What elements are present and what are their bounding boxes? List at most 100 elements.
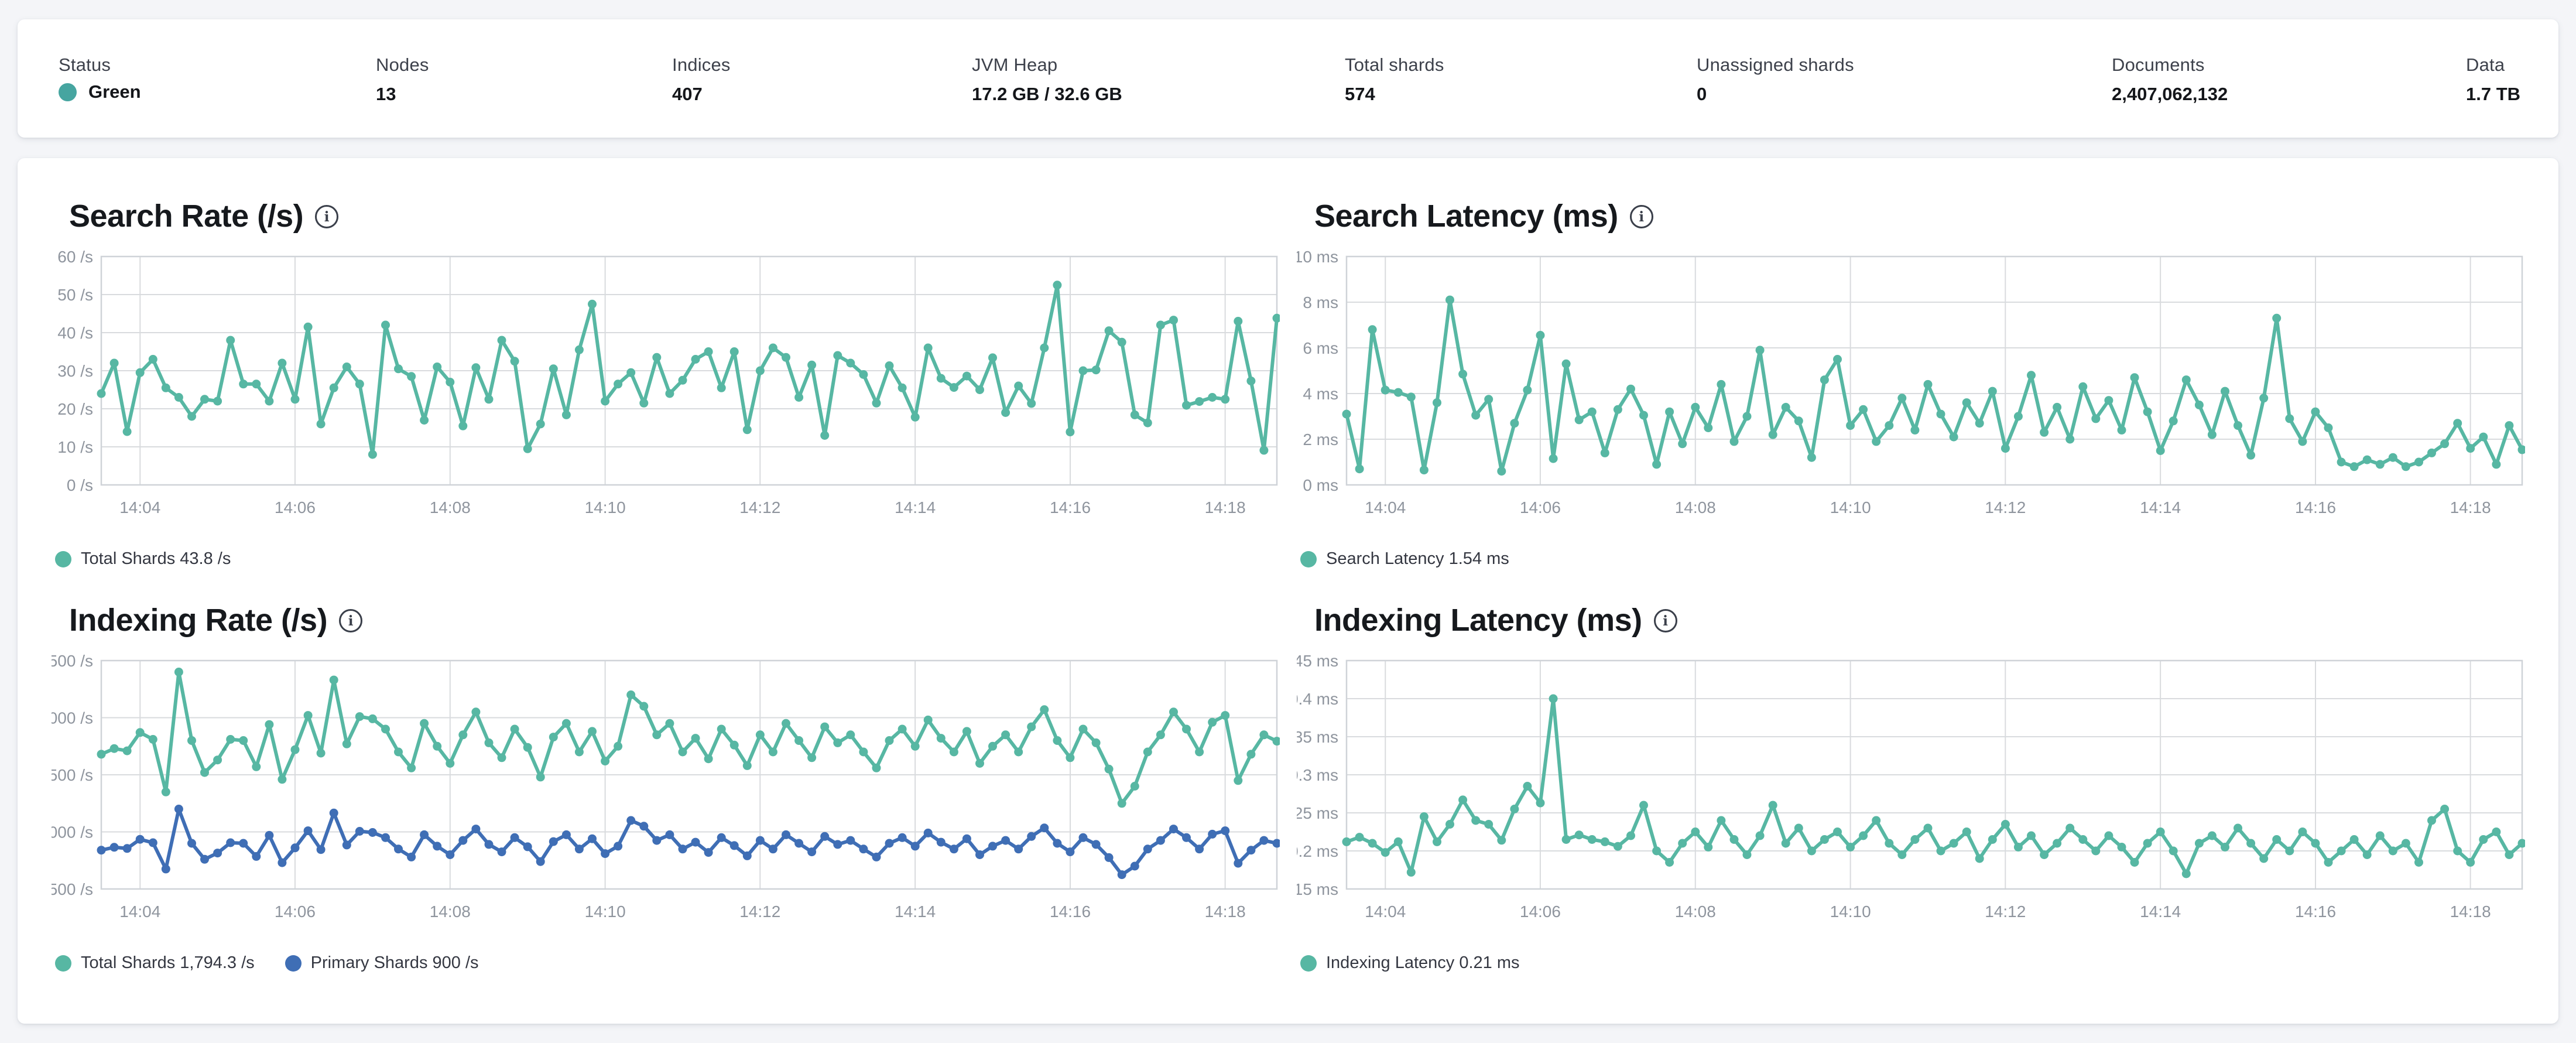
stat-jvm-heap: JVM Heap 17.2 GB / 32.6 GB: [972, 54, 1122, 105]
svg-text:14:04: 14:04: [119, 498, 160, 517]
stat-total-shards-value: 574: [1345, 84, 1375, 104]
stat-data-value: 1.7 TB: [2466, 84, 2521, 104]
svg-text:14:16: 14:16: [1050, 902, 1091, 921]
svg-text:0.35 ms: 0.35 ms: [1297, 728, 1338, 746]
indexing-rate-title: Indexing Rate (/s): [69, 603, 328, 638]
svg-text:14:16: 14:16: [2295, 902, 2336, 921]
stat-data-label: Data: [2466, 54, 2505, 75]
svg-text:14:14: 14:14: [2140, 902, 2181, 921]
svg-text:500 /s: 500 /s: [52, 880, 93, 898]
svg-text:14:18: 14:18: [1205, 902, 1246, 921]
svg-text:0.4 ms: 0.4 ms: [1297, 690, 1338, 708]
stat-jvm-heap-label: JVM Heap: [972, 54, 1058, 75]
svg-text:14:14: 14:14: [2140, 498, 2181, 517]
svg-text:2,500 /s: 2,500 /s: [52, 652, 93, 670]
stat-documents-label: Documents: [2112, 54, 2205, 75]
info-icon[interactable]: i: [339, 609, 363, 632]
stat-indices-label: Indices: [672, 54, 731, 75]
legend-dot-icon: [1300, 550, 1317, 567]
stat-unassigned-shards-label: Unassigned shards: [1697, 54, 1854, 75]
svg-text:20 /s: 20 /s: [57, 400, 93, 418]
search-rate-legend: Total Shards 43.8 /s: [55, 549, 1280, 569]
stat-unassigned-shards-value: 0: [1697, 84, 1707, 104]
svg-text:14:14: 14:14: [895, 902, 936, 921]
svg-text:0.25 ms: 0.25 ms: [1297, 804, 1338, 822]
legend-dot-icon: [55, 955, 71, 972]
svg-text:30 /s: 30 /s: [57, 362, 93, 380]
info-icon[interactable]: i: [1653, 609, 1677, 632]
info-icon[interactable]: i: [315, 205, 339, 228]
indexing-rate-chart[interactable]: 500 /s 1,000 /s 1,500 /s 2,000 /s 2,500 /s 14…: [52, 650, 1280, 943]
stat-data: Data 1.7 TB: [2466, 54, 2520, 105]
svg-text:14:04: 14:04: [119, 902, 160, 921]
svg-text:14:06: 14:06: [1520, 902, 1561, 921]
svg-text:14:18: 14:18: [1205, 498, 1246, 517]
legend-dot-icon: [285, 955, 302, 972]
legend-dot-icon: [1300, 955, 1317, 972]
stat-nodes: Nodes 13: [376, 54, 429, 105]
svg-text:14:08: 14:08: [1675, 902, 1716, 921]
svg-text:14:16: 14:16: [2295, 498, 2336, 517]
legend-dot-icon: [55, 550, 71, 567]
search-latency-title: Search Latency (ms): [1314, 199, 1618, 234]
svg-text:50 /s: 50 /s: [57, 286, 93, 304]
svg-text:1,000 /s: 1,000 /s: [52, 823, 93, 842]
legend-item[interactable]: Total Shards 43.8 /s: [55, 549, 231, 569]
svg-text:60 /s: 60 /s: [57, 248, 93, 266]
svg-text:14:10: 14:10: [585, 902, 626, 921]
search-rate-title: Search Rate (/s): [69, 199, 304, 234]
stat-documents-value: 2,407,062,132: [2112, 84, 2228, 104]
legend-label: Primary Shards 900 /s: [310, 953, 479, 972]
legend-label: Total Shards 43.8 /s: [81, 549, 231, 568]
svg-text:14:10: 14:10: [1830, 498, 1871, 517]
svg-text:2,000 /s: 2,000 /s: [52, 709, 93, 727]
svg-text:14:06: 14:06: [275, 498, 316, 517]
indexing-latency-chart-block: Indexing Latency (ms) i 0.15 ms 0.2 ms 0.2…: [1297, 602, 2525, 973]
svg-text:8 ms: 8 ms: [1303, 293, 1338, 312]
stat-total-shards: Total shards 574: [1345, 54, 1444, 105]
stat-documents: Documents 2,407,062,132: [2112, 54, 2228, 105]
indexing-latency-title: Indexing Latency (ms): [1314, 603, 1642, 638]
info-icon[interactable]: i: [1629, 205, 1653, 228]
legend-item[interactable]: Search Latency 1.54 ms: [1300, 549, 1509, 569]
stat-total-shards-label: Total shards: [1345, 54, 1444, 75]
svg-text:14:04: 14:04: [1365, 902, 1406, 921]
svg-text:0.3 ms: 0.3 ms: [1297, 766, 1338, 784]
stat-jvm-heap-value: 17.2 GB / 32.6 GB: [972, 84, 1122, 104]
search-latency-legend: Search Latency 1.54 ms: [1300, 549, 2525, 569]
legend-item[interactable]: Indexing Latency 0.21 ms: [1300, 953, 1519, 973]
svg-text:2 ms: 2 ms: [1303, 430, 1338, 449]
svg-text:40 /s: 40 /s: [57, 324, 93, 342]
indexing-latency-chart[interactable]: 0.15 ms 0.2 ms 0.25 ms 0.3 ms 0.35 ms 0.4 ms 0…: [1297, 650, 2525, 943]
legend-label: Total Shards 1,794.3 /s: [81, 953, 255, 972]
svg-text:14:12: 14:12: [739, 902, 780, 921]
search-rate-chart[interactable]: 0 /s 10 /s 20 /s 30 /s 40 /s 50 /s 60 /s 14:04 1…: [52, 246, 1280, 539]
metrics-charts-panel: Search Rate (/s) i 0 /s 10 /s 20 /s 30 /s 40…: [18, 158, 2558, 1024]
svg-text:10 ms: 10 ms: [1297, 248, 1338, 266]
svg-text:14:08: 14:08: [430, 902, 471, 921]
svg-text:14:12: 14:12: [739, 498, 780, 517]
svg-text:14:12: 14:12: [1985, 498, 2026, 517]
indexing-rate-legend: Total Shards 1,794.3 /s Primary Shards 90…: [55, 953, 1280, 973]
svg-text:0 /s: 0 /s: [67, 476, 93, 494]
stat-status-label: Status: [59, 54, 111, 75]
svg-text:14:06: 14:06: [1520, 498, 1561, 517]
stat-status-value: Green: [88, 81, 141, 102]
indexing-rate-chart-block: Indexing Rate (/s) i 500 /s 1,000 /s 1,500…: [52, 602, 1280, 973]
stat-indices-value: 407: [672, 84, 703, 104]
svg-text:1,500 /s: 1,500 /s: [52, 766, 93, 784]
stat-indices: Indices 407: [672, 54, 731, 105]
stat-unassigned-shards: Unassigned shards 0: [1697, 54, 1854, 105]
legend-item[interactable]: Total Shards 1,794.3 /s: [55, 953, 255, 973]
legend-item[interactable]: Primary Shards 900 /s: [285, 953, 479, 973]
svg-text:4 ms: 4 ms: [1303, 385, 1338, 403]
search-latency-chart[interactable]: 0 ms 2 ms 4 ms 6 ms 8 ms 10 ms 14:04 14:06 14:08…: [1297, 246, 2525, 539]
svg-text:14:14: 14:14: [895, 498, 936, 517]
svg-text:14:18: 14:18: [2450, 498, 2491, 517]
svg-text:14:06: 14:06: [275, 902, 316, 921]
legend-label: Indexing Latency 0.21 ms: [1326, 953, 1520, 972]
svg-text:14:16: 14:16: [1050, 498, 1091, 517]
search-latency-chart-block: Search Latency (ms) i 0 ms 2 ms 4 ms 6 ms 8 …: [1297, 198, 2525, 569]
svg-text:0 ms: 0 ms: [1303, 476, 1338, 494]
stat-status: Status Green: [59, 54, 141, 102]
